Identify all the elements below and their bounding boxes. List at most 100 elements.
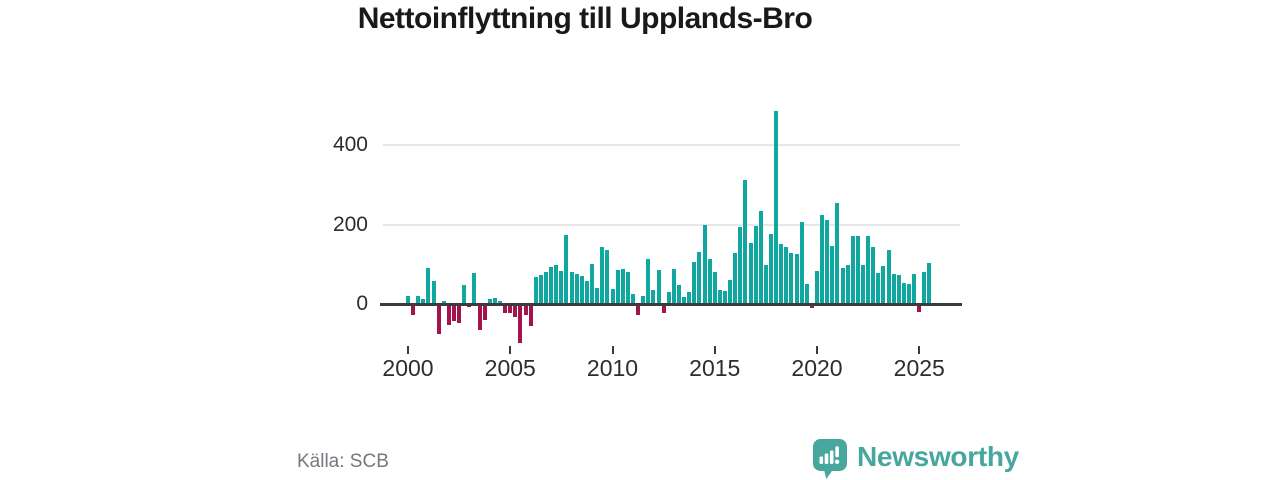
bar-2009-q3	[600, 247, 604, 304]
x-tick-label-2020: 2020	[791, 355, 843, 381]
gridline-400	[383, 144, 960, 146]
bar-2010-q1	[611, 289, 615, 304]
bar-2021-q4	[851, 236, 855, 304]
bar-2018-q3	[784, 247, 788, 304]
bar-2001-q4	[442, 301, 446, 304]
x-tick-2020	[816, 346, 818, 354]
bar-2021-q2	[841, 268, 845, 304]
brand-name: Newsworthy	[857, 441, 1019, 472]
bar-2023-q1	[876, 273, 880, 304]
bar-2002-q3	[457, 305, 461, 323]
bar-2014-q4	[708, 259, 712, 304]
bar-2013-q3	[682, 297, 686, 304]
bar-2018-q2	[779, 244, 783, 304]
bar-2010-q4	[626, 272, 630, 304]
bar-2000-q4	[421, 299, 425, 304]
bar-2018-q4	[789, 253, 793, 304]
bar-2020-q3	[825, 220, 829, 304]
x-axis-zero-line	[380, 303, 962, 306]
bar-2024-q2	[902, 283, 906, 304]
bar-2008-q3	[580, 276, 584, 304]
bar-2001-q1	[426, 268, 430, 304]
bar-2007-q1	[549, 267, 553, 304]
bar-2024-q1	[897, 275, 901, 304]
bar-2001-q3	[437, 305, 441, 334]
bar-2015-q4	[728, 280, 732, 304]
bar-2000-q1	[406, 296, 410, 304]
bar-2014-q3	[703, 225, 707, 304]
bar-2025-q2	[922, 272, 926, 304]
bar-2019-q2	[800, 222, 804, 304]
bar-2024-q4	[912, 274, 916, 304]
bar-2008-q2	[575, 274, 579, 304]
bar-2009-q4	[605, 250, 609, 304]
bar-2010-q2	[616, 270, 620, 304]
bar-2005-q3	[518, 305, 522, 343]
bar-2004-q3	[498, 301, 502, 304]
bar-2003-q4	[483, 305, 487, 320]
bar-2013-q4	[687, 292, 691, 304]
bar-2016-q2	[738, 227, 742, 304]
bar-2021-q1	[835, 203, 839, 304]
gridline-200	[383, 224, 960, 226]
x-tick-label-2000: 2000	[382, 355, 434, 381]
bar-2004-q1	[488, 299, 492, 304]
bar-2023-q4	[892, 274, 896, 304]
bar-2014-q2	[697, 252, 701, 304]
bar-2012-q1	[651, 290, 655, 304]
bar-2000-q3	[416, 296, 420, 304]
bar-2016-q3	[743, 180, 747, 304]
x-tick-2025	[918, 346, 921, 354]
bar-2012-q3	[662, 305, 666, 313]
bar-2023-q3	[887, 250, 891, 304]
bar-2006-q4	[544, 272, 548, 304]
bar-2021-q3	[846, 265, 850, 304]
bar-2001-q2	[432, 281, 436, 304]
bar-2003-q3	[478, 305, 482, 330]
bar-2007-q2	[554, 265, 558, 304]
bar-2007-q4	[564, 235, 568, 304]
bar-2006-q2	[534, 277, 538, 304]
bar-2020-q2	[820, 215, 824, 304]
bar-2016-q1	[733, 253, 737, 304]
bar-2023-q2	[881, 266, 885, 304]
bar-2017-q4	[769, 234, 773, 304]
bar-2022-q1	[856, 236, 860, 304]
bar-2020-q4	[830, 246, 834, 304]
bar-2022-q3	[866, 236, 870, 304]
bar-2018-q1	[774, 111, 778, 304]
x-tick-label-2010: 2010	[586, 355, 639, 381]
bar-2017-q2	[759, 211, 763, 304]
bar-2013-q2	[677, 285, 681, 304]
bar-2012-q4	[667, 292, 671, 304]
bar-2019-q1	[795, 254, 799, 304]
bar-2003-q1	[467, 305, 471, 307]
x-tick-2000	[407, 346, 409, 354]
bar-2004-q4	[503, 305, 507, 313]
bar-2015-q3	[723, 291, 727, 304]
x-tick-2010	[611, 346, 614, 354]
bar-2014-q1	[692, 262, 696, 304]
bar-2009-q2	[595, 288, 599, 304]
x-tick-label-2015: 2015	[689, 355, 741, 381]
source-note: Källa: SCB	[297, 451, 389, 472]
y-axis-label-400: 400	[332, 133, 368, 156]
bar-2019-q3	[805, 284, 809, 304]
y-axis-label-200: 200	[332, 213, 368, 236]
bar-2011-q1	[631, 294, 635, 304]
bar-2022-q2	[861, 265, 865, 304]
x-tick-label-2005: 2005	[484, 355, 536, 381]
bar-2019-q4	[810, 305, 814, 308]
bar-2025-q1	[917, 305, 921, 312]
bar-2011-q4	[646, 259, 650, 304]
y-axis-label-0: 0	[356, 292, 368, 315]
bar-2016-q4	[749, 243, 753, 304]
bar-2007-q3	[559, 271, 563, 304]
newsworthy-logo: Newsworthy	[812, 438, 1019, 480]
bar-2017-q1	[754, 226, 758, 304]
bar-2002-q4	[462, 285, 466, 304]
bar-2011-q2	[636, 305, 640, 315]
bar-2008-q1	[570, 272, 574, 304]
bar-2020-q1	[815, 271, 819, 304]
